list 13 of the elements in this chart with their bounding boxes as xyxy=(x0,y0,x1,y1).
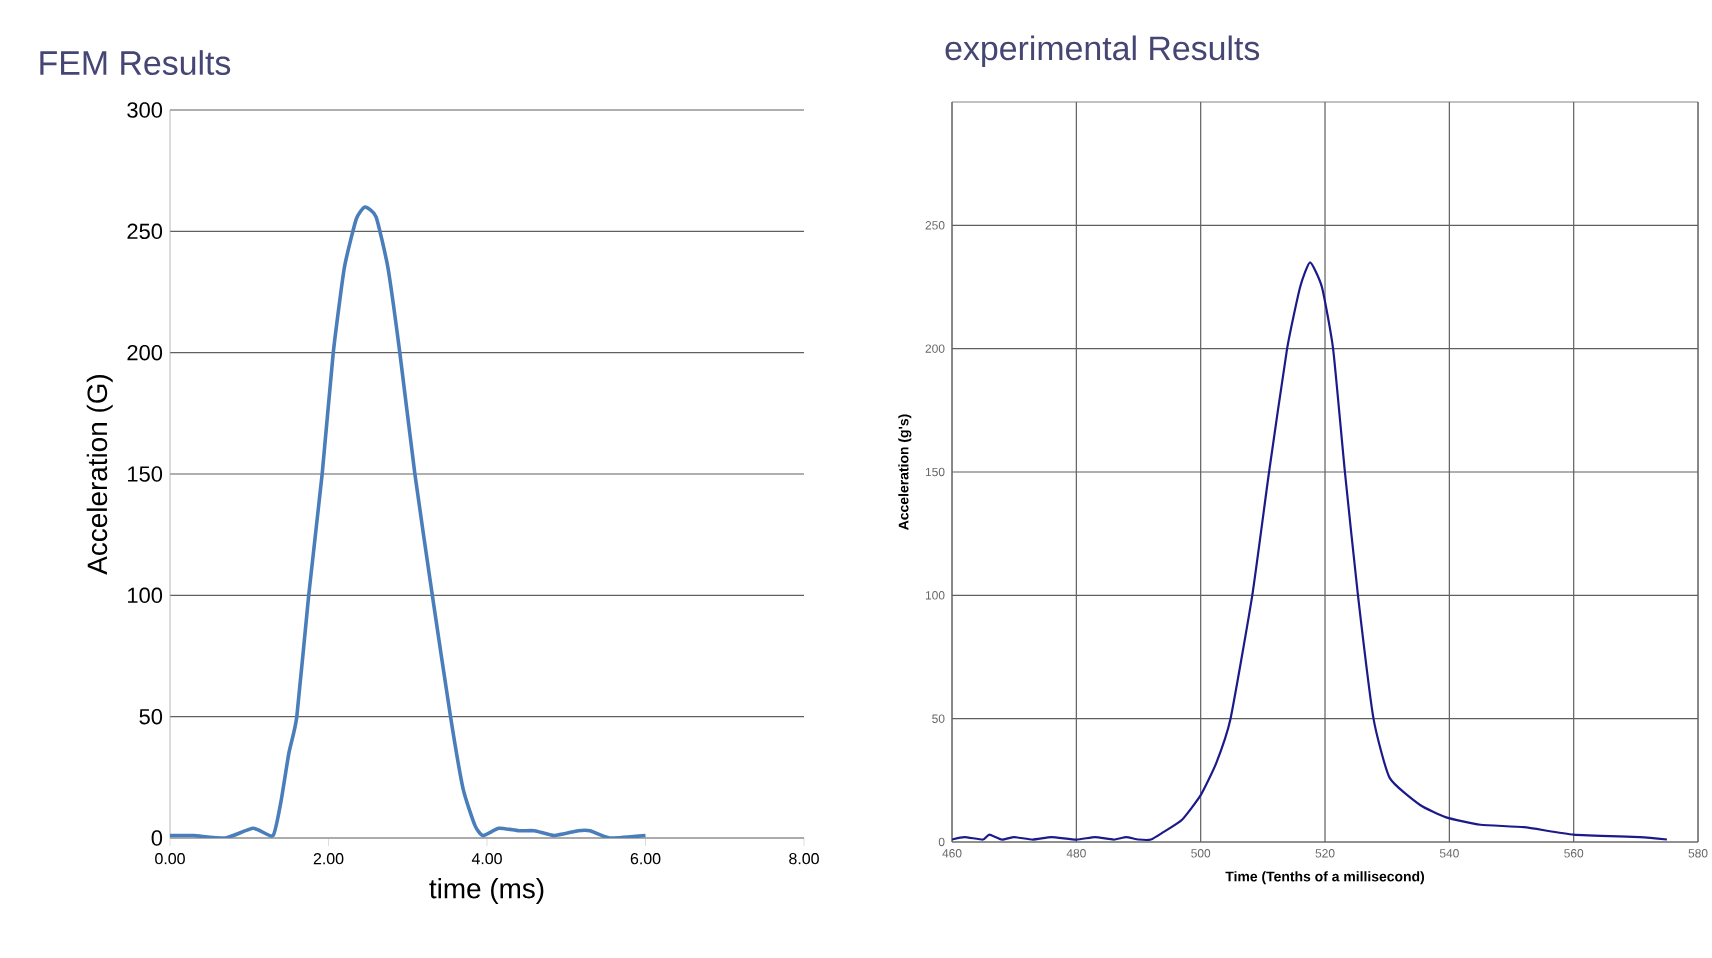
y-tick-label: 300 xyxy=(127,102,163,118)
y-tick-label: 100 xyxy=(128,587,163,604)
y-axis-title: Acceleration (G) xyxy=(86,375,113,575)
line-series xyxy=(170,205,648,838)
chart-title: FEM Results xyxy=(40,50,231,76)
y-tick-label: 150 xyxy=(128,466,163,482)
x-axis-title: time (ms) xyxy=(429,877,544,904)
y-tick-label: 250 xyxy=(127,223,163,240)
y-tick-label: 50 xyxy=(139,708,163,725)
chart-title: experimental Results xyxy=(945,35,1260,68)
line-series xyxy=(952,261,1669,841)
y-tick-label: 200 xyxy=(127,344,163,361)
y-tick-label: 0 xyxy=(151,830,163,846)
